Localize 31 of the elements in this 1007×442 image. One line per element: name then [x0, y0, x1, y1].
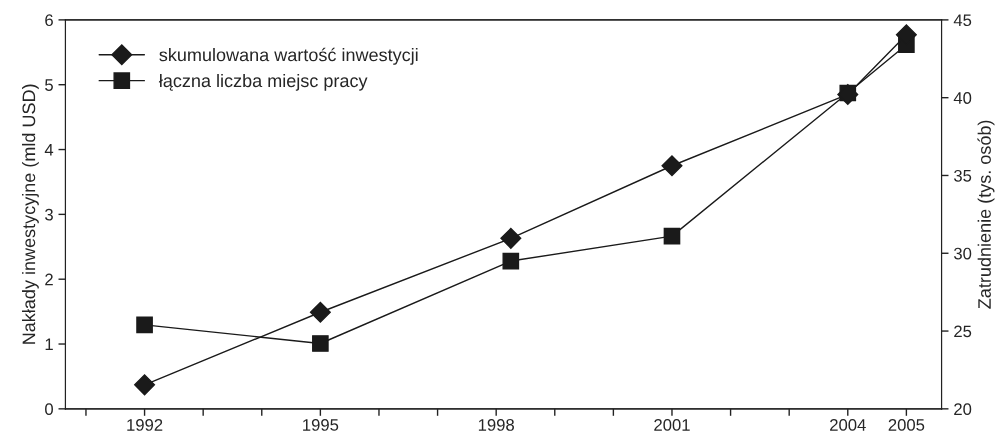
y2-tick-label: 40 — [953, 92, 972, 104]
y-tick-label: 4 — [44, 144, 54, 156]
y-tick-label: 2 — [45, 273, 53, 286]
y2-tick-label: 45 — [953, 14, 972, 27]
x-tick-label: 2004 — [830, 419, 866, 431]
x-tick-label: 2001 — [654, 419, 690, 431]
point — [661, 155, 683, 177]
y2-axis-title: Zatrudnienie (tys. osób) — [977, 120, 995, 309]
legend-label: skumulowana wartość inwestycji — [159, 47, 418, 65]
y-tick-label: 3 — [45, 208, 53, 221]
point — [309, 301, 331, 323]
x-tick-label: 1995 — [303, 419, 339, 431]
y2-tick-label: 20 — [954, 403, 972, 416]
y-tick-label: 1 — [45, 338, 53, 351]
point — [134, 374, 156, 396]
point — [136, 316, 153, 334]
y2-tick-label: 30 — [953, 247, 972, 260]
y-tick-label: 5 — [45, 79, 53, 91]
x-tick-label: 1992 — [127, 419, 163, 431]
x-tick-label: 1998 — [478, 419, 514, 431]
point — [663, 227, 681, 245]
point — [312, 335, 329, 352]
point — [502, 252, 520, 270]
x-tick-label: 2005 — [888, 419, 925, 431]
y-tick-label: 0 — [45, 403, 53, 416]
y-tick-label: 6 — [45, 14, 53, 27]
y2-tick-label: 35 — [953, 169, 972, 182]
point — [500, 227, 522, 249]
y-axis-title: Nakłady inwestycyjne (mld USD) — [21, 84, 39, 344]
legend-label: łączna liczba miejsc pracy — [158, 73, 368, 91]
y2-tick-label: 25 — [954, 325, 972, 338]
